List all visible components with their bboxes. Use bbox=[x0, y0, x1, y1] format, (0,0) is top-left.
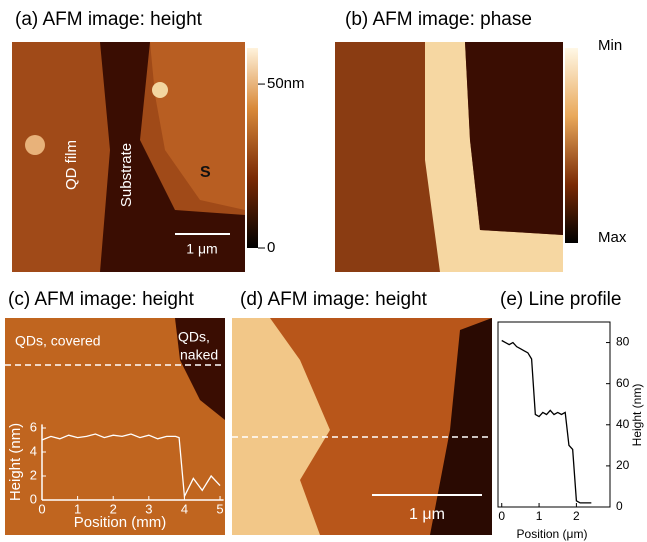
y-axis-label: Height (nm) bbox=[7, 423, 24, 501]
y-tick-label: 6 bbox=[30, 419, 37, 434]
y-tick-label: 60 bbox=[616, 376, 630, 390]
panel-title: (b) AFM image: phase bbox=[345, 9, 532, 30]
afm-image-a bbox=[12, 42, 245, 272]
y-tick-label: 40 bbox=[616, 417, 630, 431]
plot-frame bbox=[497, 321, 611, 508]
colorbar-label: Min bbox=[598, 37, 622, 54]
region-label: naked bbox=[180, 347, 218, 363]
region-label: S bbox=[200, 164, 211, 181]
x-tick-label: 2 bbox=[573, 509, 580, 523]
y-tick-label: 2 bbox=[30, 467, 37, 482]
panel-title: (e) Line profile bbox=[500, 289, 621, 310]
x-tick-label: 4 bbox=[181, 501, 188, 516]
x-tick-label: 2 bbox=[110, 501, 117, 516]
x-axis-label: Position (μm) bbox=[517, 527, 588, 541]
afm-image-d bbox=[232, 318, 492, 535]
region-label: Substrate bbox=[118, 143, 135, 207]
y-tick-label: 0 bbox=[30, 491, 37, 506]
panel-title: (a) AFM image: height bbox=[15, 9, 203, 30]
region-label: QDs, covered bbox=[15, 333, 101, 349]
y-tick-label: 80 bbox=[616, 335, 630, 349]
profile-line bbox=[41, 433, 221, 499]
x-tick-label: 3 bbox=[145, 501, 152, 516]
y-tick-label: 20 bbox=[616, 458, 630, 472]
panel-title: (d) AFM image: height bbox=[240, 289, 428, 310]
colorbar-label: Max bbox=[598, 229, 627, 246]
x-tick-label: 0 bbox=[498, 509, 505, 523]
region-label: QDs, bbox=[178, 329, 210, 345]
y-tick-label: 0 bbox=[616, 499, 623, 513]
colorbar bbox=[247, 48, 258, 248]
colorbar bbox=[565, 48, 578, 243]
x-axis-label: Position (mm) bbox=[74, 514, 167, 531]
x-tick-label: 5 bbox=[216, 501, 223, 516]
afm-image-b bbox=[335, 42, 563, 272]
region-label: QD film bbox=[63, 140, 80, 190]
x-tick-label: 0 bbox=[38, 501, 45, 516]
profile-line bbox=[501, 339, 592, 504]
x-tick-label: 1 bbox=[74, 501, 81, 516]
y-axis-label: Height (nm) bbox=[630, 384, 644, 447]
colorbar-tick-label: 0 bbox=[267, 239, 275, 256]
x-tick-label: 1 bbox=[536, 509, 543, 523]
panel-title: (c) AFM image: height bbox=[8, 289, 195, 310]
y-tick-label: 4 bbox=[30, 443, 37, 458]
colorbar-tick-label: 50nm bbox=[267, 75, 305, 92]
scale-bar-label: 1 μm bbox=[409, 506, 445, 523]
scale-bar-label: 1 μm bbox=[186, 241, 217, 257]
